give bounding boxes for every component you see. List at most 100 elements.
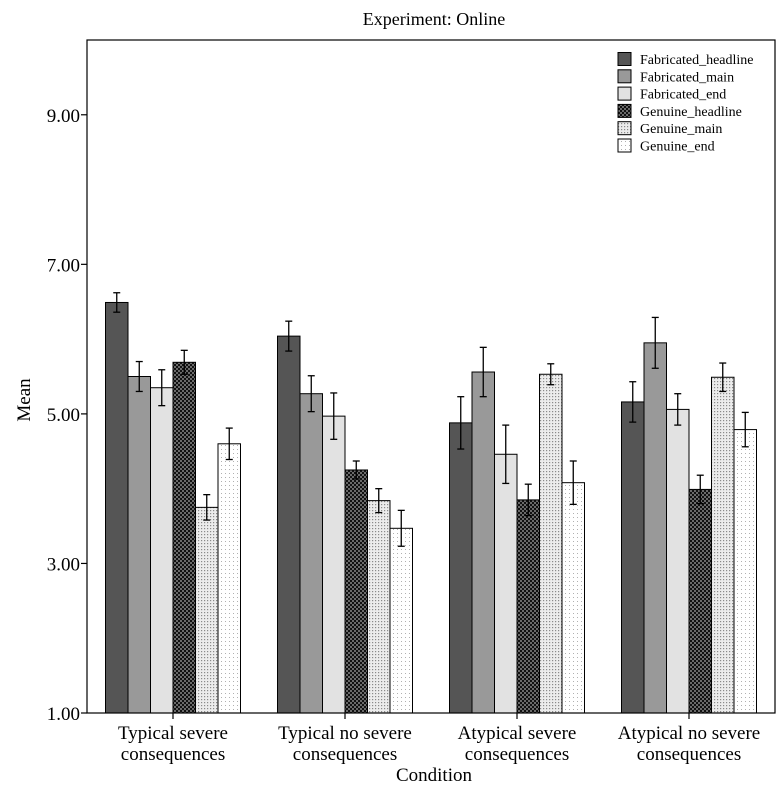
plot-frame — [86, 39, 776, 714]
x-tick-label: Atypical severe — [458, 723, 577, 744]
bar-fabricated-headline — [621, 401, 645, 714]
legend-label: Fabricated_end — [640, 88, 726, 103]
bar-group-item — [621, 381, 645, 714]
bar-group-item — [666, 393, 690, 714]
error-bar — [719, 362, 727, 393]
error-bar — [696, 474, 704, 505]
error-bar — [203, 493, 211, 521]
bar-fabricated-end — [322, 415, 346, 714]
x-tick-label: consequences — [465, 744, 569, 765]
error-bar — [135, 360, 143, 393]
legend-swatch — [617, 138, 632, 153]
error-bar — [375, 488, 383, 514]
legend-label: Genuine_end — [640, 140, 715, 155]
bar-group-item — [195, 493, 219, 714]
bar-group-item — [711, 362, 735, 714]
error-bar — [569, 460, 577, 506]
error-bar — [547, 363, 555, 386]
error-bar — [629, 381, 637, 423]
y-tick-label: 3.00 — [47, 554, 80, 575]
bar-group-item — [322, 392, 346, 714]
bar-group-item — [539, 363, 563, 714]
bar-fabricated-end — [494, 453, 518, 714]
bar-genuine-end — [561, 482, 585, 714]
bar-genuine-headline — [516, 499, 540, 714]
bar-genuine-headline — [344, 469, 368, 714]
error-bar — [397, 509, 405, 547]
x-tick-label: Atypical no severe — [618, 723, 760, 744]
bar-group-item — [688, 474, 712, 714]
error-bar — [524, 483, 532, 517]
y-tick-label: 5.00 — [47, 405, 80, 426]
error-bar — [479, 346, 487, 398]
bar-fabricated-main — [471, 371, 495, 714]
legend-swatch — [617, 69, 632, 84]
bar-genuine-end — [389, 527, 413, 714]
bar-genuine-main — [539, 373, 563, 714]
error-bar — [674, 393, 682, 426]
bar-group-item — [516, 483, 540, 714]
y-axis-label: Mean — [14, 378, 35, 422]
bar-fabricated-headline — [105, 301, 129, 714]
error-bar — [352, 460, 360, 480]
legend-label: Genuine_main — [640, 122, 722, 137]
bar-group-item — [172, 349, 196, 714]
legend-label: Fabricated_main — [640, 70, 734, 85]
bar-genuine-main — [367, 500, 391, 714]
y-tick-label: 9.00 — [47, 106, 80, 127]
bar-group-item — [389, 509, 413, 714]
x-tick-label: consequences — [637, 744, 741, 765]
bar-fabricated-main — [299, 393, 323, 714]
bar-group-item — [733, 411, 757, 714]
bar-fabricated-headline — [449, 422, 473, 714]
legend-swatch — [617, 103, 632, 118]
bar-genuine-end — [217, 443, 241, 714]
bar-genuine-end — [733, 429, 757, 714]
error-bar — [307, 375, 315, 413]
bar-fabricated-end — [150, 387, 174, 714]
x-tick-label: Typical no severe — [278, 723, 412, 744]
legend-label: Genuine_headline — [640, 105, 742, 120]
error-bar — [285, 320, 293, 352]
bar-group-item — [561, 460, 585, 714]
bar-genuine-main — [195, 506, 219, 714]
legend: Fabricated_headline Fabricated_main Fabric… — [617, 52, 754, 155]
bar-genuine-main — [711, 376, 735, 714]
error-bar — [651, 316, 659, 369]
error-bar — [741, 411, 749, 448]
error-bar — [225, 427, 233, 461]
bar-group-item — [471, 346, 495, 714]
chart-title: Experiment: Online — [363, 9, 505, 29]
legend-swatch — [617, 86, 632, 101]
error-bar — [330, 392, 338, 440]
y-tick-label: 7.00 — [47, 255, 80, 276]
bar-fabricated-main — [127, 376, 151, 714]
bar-group-item — [299, 375, 323, 714]
x-tick-label: Typical severe — [118, 723, 228, 744]
bar-group-item — [277, 320, 301, 714]
error-bar — [502, 424, 510, 485]
bar-group-item — [494, 424, 518, 714]
error-bar — [113, 292, 121, 313]
legend-swatch — [617, 121, 632, 136]
error-bar — [457, 396, 465, 450]
bar-group-item — [105, 292, 129, 714]
bar-group-item — [217, 427, 241, 714]
error-bar — [158, 369, 166, 407]
bar-group-item — [344, 460, 368, 714]
bar-group-item — [643, 316, 667, 714]
legend-label: Fabricated_headline — [640, 53, 754, 68]
y-tick-label: 1.00 — [47, 704, 80, 725]
bar-fabricated-end — [666, 408, 690, 714]
legend-swatch — [617, 52, 632, 66]
bar-genuine-headline — [688, 488, 712, 714]
bar-group-item — [449, 396, 473, 714]
bar-fabricated-headline — [277, 335, 301, 714]
x-axis-label: Condition — [396, 765, 473, 786]
x-tick-label: consequences — [293, 744, 397, 765]
error-bar — [180, 349, 188, 375]
bar-group-item — [127, 360, 151, 714]
bar-group-item — [150, 369, 174, 714]
bar-genuine-headline — [172, 361, 196, 714]
